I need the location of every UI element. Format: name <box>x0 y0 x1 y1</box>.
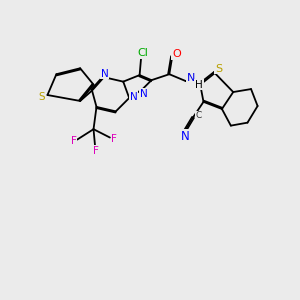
Text: O: O <box>172 49 181 59</box>
Text: C: C <box>195 111 202 120</box>
Text: Cl: Cl <box>137 48 148 59</box>
Text: S: S <box>215 64 222 74</box>
Text: N: N <box>130 92 137 101</box>
Text: H: H <box>195 80 203 90</box>
Text: S: S <box>39 92 45 101</box>
Text: N: N <box>140 88 148 98</box>
Text: N: N <box>181 130 190 142</box>
Text: F: F <box>71 136 76 146</box>
Text: F: F <box>93 146 98 156</box>
Text: N: N <box>101 69 108 79</box>
Text: N: N <box>187 73 195 83</box>
Text: F: F <box>111 134 117 144</box>
